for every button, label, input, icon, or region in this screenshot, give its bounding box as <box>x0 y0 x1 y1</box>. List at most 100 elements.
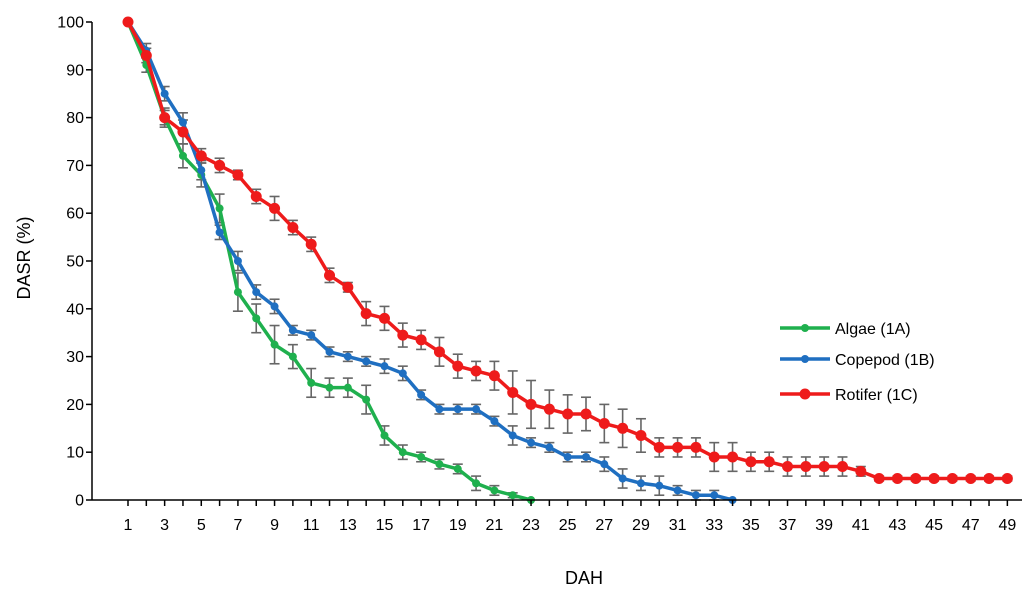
data-point <box>324 269 336 281</box>
data-point <box>307 331 316 340</box>
data-point <box>233 288 242 297</box>
x-tick-label: 47 <box>962 517 980 534</box>
y-tick-label: 60 <box>66 206 84 223</box>
data-point <box>600 460 609 469</box>
data-point <box>270 302 279 311</box>
data-point <box>543 403 555 415</box>
data-point <box>710 491 719 500</box>
data-point <box>415 334 427 346</box>
legend-swatch-marker <box>799 388 811 400</box>
data-point <box>653 441 665 453</box>
data-point <box>307 378 316 387</box>
x-tick-label: 43 <box>889 517 907 534</box>
y-tick-label: 80 <box>66 110 84 127</box>
data-point <box>178 118 187 127</box>
x-tick-label: 17 <box>412 517 430 534</box>
data-point <box>342 281 354 293</box>
data-point <box>435 460 444 469</box>
series-rotifer-1c <box>122 16 1013 484</box>
data-point <box>453 405 462 414</box>
x-tick-label: 35 <box>742 517 760 534</box>
legend: Algae (1A) Copepod (1B) Rotifer (1C) <box>780 321 935 404</box>
data-point <box>178 151 187 160</box>
data-point <box>305 238 317 250</box>
data-point <box>508 491 517 500</box>
series-line <box>126 21 734 502</box>
series-algae-1a <box>124 18 536 504</box>
x-tick-label: 7 <box>233 517 242 534</box>
y-tick-label: 10 <box>66 445 84 462</box>
data-point <box>453 464 462 473</box>
data-point <box>252 314 261 323</box>
data-point <box>232 169 244 181</box>
x-tick-label: 27 <box>595 517 613 534</box>
legend-swatch-marker <box>801 324 809 332</box>
y-tick-label: 30 <box>66 349 84 366</box>
x-tick-label: 23 <box>522 517 540 534</box>
data-point <box>563 452 572 461</box>
series-copepod-1b <box>124 18 737 504</box>
data-point <box>873 472 885 484</box>
x-tick-label: 11 <box>303 517 320 534</box>
data-point <box>763 456 775 468</box>
data-point <box>472 405 481 414</box>
data-point <box>910 472 922 484</box>
data-point <box>452 360 464 372</box>
data-point <box>527 438 536 447</box>
data-point <box>745 456 757 468</box>
data-point <box>433 346 445 358</box>
data-point <box>417 390 426 399</box>
data-point <box>655 481 664 490</box>
data-point <box>490 486 499 495</box>
data-point <box>946 472 958 484</box>
data-point <box>691 491 700 500</box>
data-point <box>380 431 389 440</box>
y-tick-label: 100 <box>57 15 84 32</box>
data-point <box>360 308 372 320</box>
data-point <box>525 398 537 410</box>
x-tick-label: 21 <box>486 517 504 534</box>
data-point <box>472 479 481 488</box>
data-point <box>672 441 684 453</box>
data-point <box>708 451 720 463</box>
data-point <box>782 461 794 473</box>
data-point <box>325 347 334 356</box>
data-point <box>490 417 499 426</box>
data-point <box>965 472 977 484</box>
data-point <box>215 228 224 237</box>
data-point <box>727 451 739 463</box>
data-point <box>508 431 517 440</box>
data-point <box>507 386 519 398</box>
data-point <box>287 222 299 234</box>
data-point <box>545 443 554 452</box>
data-point <box>250 190 262 202</box>
data-point <box>122 16 134 28</box>
data-point <box>562 408 574 420</box>
data-point <box>673 486 682 495</box>
y-tick-label: 40 <box>66 301 84 318</box>
data-point <box>435 405 444 414</box>
data-point <box>636 479 645 488</box>
data-point <box>800 461 812 473</box>
data-point <box>891 472 903 484</box>
x-tick-label: 13 <box>339 517 357 534</box>
legend-swatch-marker <box>801 355 809 363</box>
data-point <box>197 166 206 175</box>
data-point <box>380 362 389 371</box>
data-point <box>214 159 226 171</box>
x-tick-label: 37 <box>779 517 797 534</box>
x-tick-label: 9 <box>270 517 279 534</box>
x-tick-label: 45 <box>925 517 943 534</box>
x-tick-label: 33 <box>705 517 723 534</box>
data-point <box>177 126 189 138</box>
data-point <box>215 204 224 213</box>
legend-label: Copepod (1B) <box>835 352 935 369</box>
y-tick-label: 70 <box>66 158 84 175</box>
legend-label: Algae (1A) <box>835 321 911 338</box>
x-tick-label: 5 <box>197 517 206 534</box>
data-point <box>690 441 702 453</box>
data-point <box>618 474 627 483</box>
data-point <box>343 383 352 392</box>
data-point <box>855 465 867 477</box>
